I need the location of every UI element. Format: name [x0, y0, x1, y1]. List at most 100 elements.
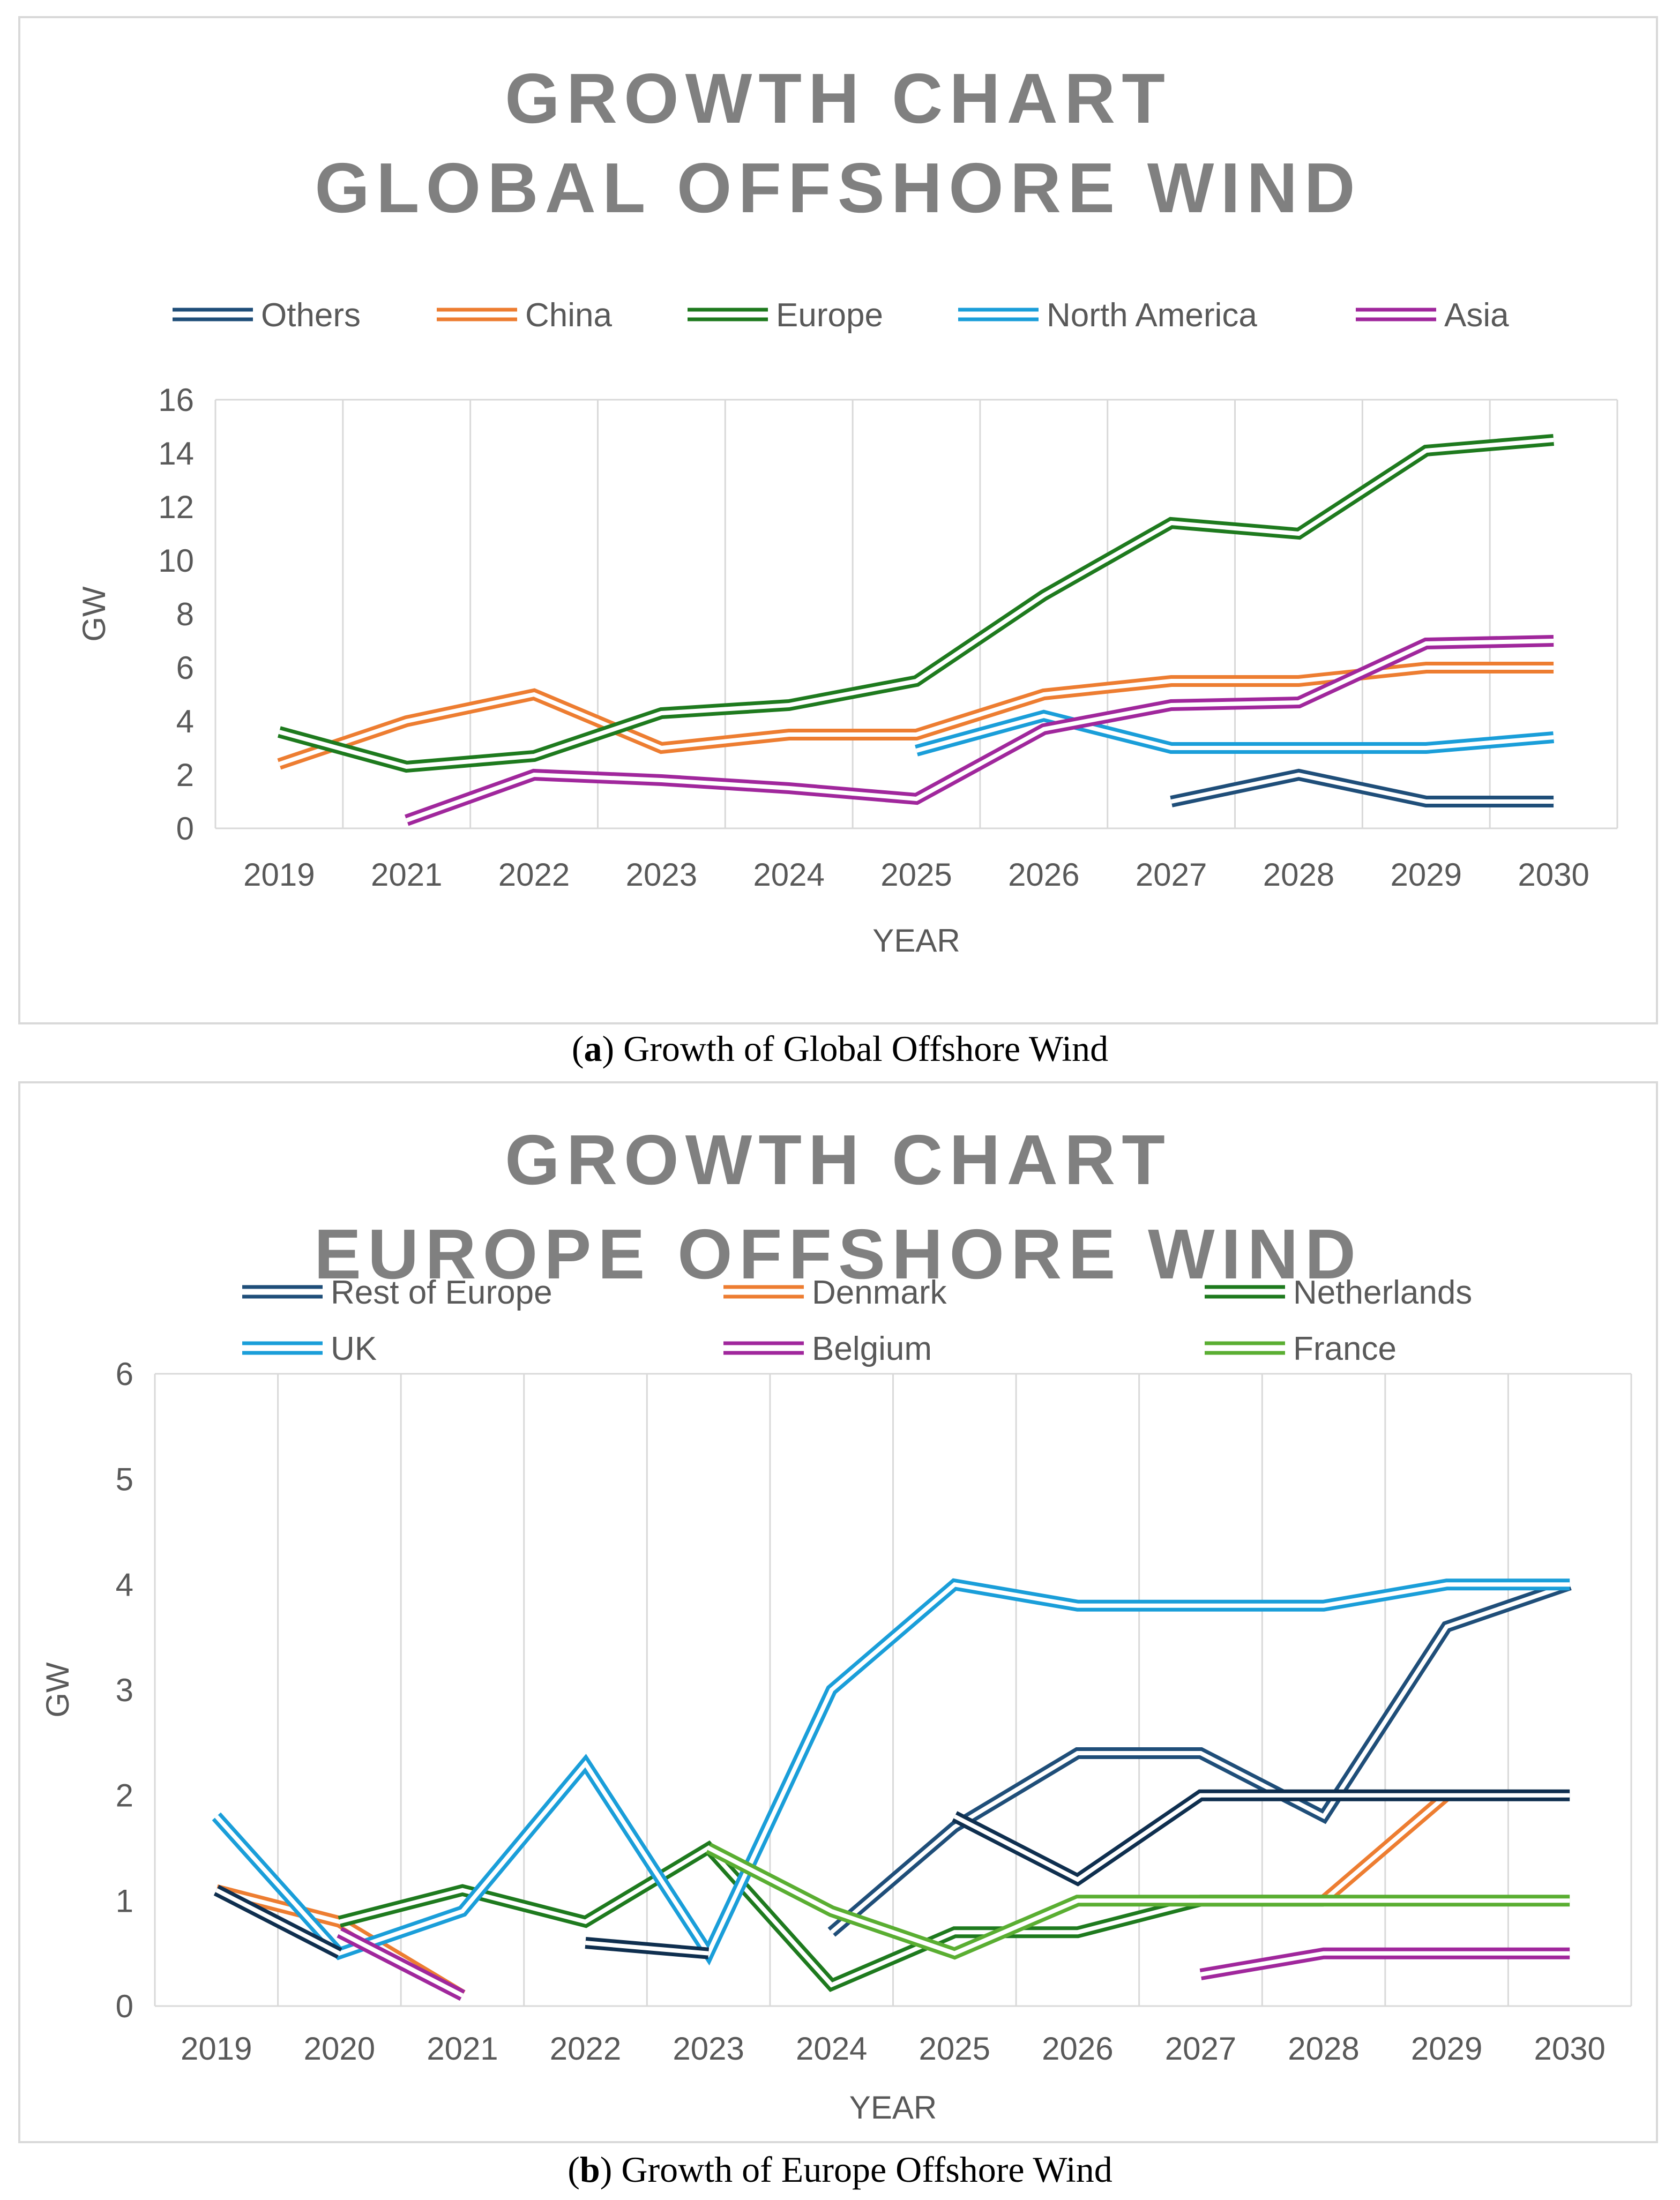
x-tick-label: 2021: [427, 2031, 498, 2067]
legend-label: Denmark: [812, 1274, 947, 1311]
chart-title-line-2: EUROPE OFFSHORE WIND: [314, 1215, 1362, 1293]
x-tick-label: 2022: [498, 857, 570, 893]
legend-item-uk: UK: [242, 1330, 377, 1367]
series-europe: [277, 434, 1555, 773]
legend-label: Belgium: [812, 1330, 932, 1367]
x-tick-label: 2030: [1518, 857, 1589, 893]
y-tick-label: 16: [158, 382, 194, 418]
x-tick-label: 2027: [1165, 2031, 1236, 2067]
chart-global-svg: GROWTH CHART GLOBAL OFFSHORE WIND Others Ch…: [76, 59, 1618, 959]
caption-europe-letter: b: [579, 2149, 600, 2190]
x-tick-label: 2020: [304, 2031, 375, 2067]
series-line-inner: [406, 639, 1554, 822]
y-tick-label: 5: [116, 1462, 133, 1498]
legend-label: Europe: [776, 297, 883, 334]
x-tick-label: 2024: [753, 857, 824, 893]
y-tick-label: 6: [176, 650, 194, 686]
series-netherlands: [338, 1840, 1324, 1992]
x-tick-label: 2024: [796, 2031, 867, 2067]
x-tick-label: 2026: [1042, 2031, 1113, 2067]
y-tick-label: 2: [116, 1778, 133, 1814]
legend-label: Others: [261, 297, 361, 334]
series-line-inner: [214, 1582, 1570, 1958]
legend-item-asia: Asia: [1356, 297, 1509, 334]
legend-label: UK: [331, 1330, 377, 1367]
y-tick-label: 6: [116, 1356, 133, 1392]
series-line-inner: [915, 713, 1554, 753]
series-line-inner: [339, 1845, 1324, 1988]
x-tick-label: 2029: [1391, 857, 1462, 893]
legend-label: Netherlands: [1293, 1274, 1472, 1311]
x-tick-label: 2021: [371, 857, 442, 893]
series-line-inner: [830, 1582, 1571, 1934]
y-tick-label: 1: [116, 1883, 133, 1919]
y-axis-label: GW: [76, 586, 112, 642]
y-axis-label: GW: [40, 1662, 76, 1718]
series-line-inner: [1200, 1951, 1570, 1977]
y-tick-label: 0: [176, 811, 194, 847]
series-rest-of-europe: [827, 1578, 1572, 1937]
series-line-inner: [585, 1941, 709, 1956]
legend-item-others: Others: [173, 297, 361, 334]
y-tick-label: 3: [116, 1672, 133, 1708]
chart-title-line-1: GROWTH CHART: [505, 1120, 1171, 1199]
chart-panel-global: GROWTH CHART GLOBAL OFFSHORE WIND Others Ch…: [18, 16, 1658, 1024]
legend-item-china: China: [437, 297, 613, 334]
x-tick-label: 2022: [550, 2031, 621, 2067]
legend-label: Asia: [1444, 297, 1509, 334]
legend-item-netherlands: Netherlands: [1205, 1274, 1472, 1311]
x-tick-label: 2030: [1534, 2031, 1605, 2067]
series-line-inner: [278, 438, 1554, 769]
series-others: [1170, 768, 1554, 807]
y-tick-label: 4: [176, 704, 194, 739]
legend-item-denmark: Denmark: [723, 1274, 947, 1311]
caption-global-letter: a: [584, 1028, 602, 1069]
legend-item-europe: Europe: [688, 297, 883, 334]
series-line-inner: [338, 1930, 464, 1997]
legend-label: China: [525, 297, 613, 334]
x-tick-label: 2028: [1263, 857, 1334, 893]
legend-item-north-america: North America: [958, 297, 1257, 334]
x-axis-label: YEAR: [849, 2090, 937, 2126]
chart-panel-europe: GROWTH CHART EUROPE OFFSHORE WIND Rest of …: [18, 1081, 1658, 2143]
series-line-inner: [707, 1846, 1570, 1956]
x-tick-label: 2023: [626, 857, 697, 893]
x-tick-label: 2027: [1136, 857, 1207, 893]
series-france: [706, 1843, 1570, 1960]
legend-item-belgium: Belgium: [723, 1330, 932, 1367]
legend-item-rest-of-europe: Rest of Europe: [242, 1274, 552, 1311]
y-tick-label: 8: [176, 596, 194, 632]
y-tick-label: 12: [158, 489, 194, 525]
series-uk: [212, 1578, 1570, 1966]
caption-europe: (b) Growth of Europe Offshore Wind: [568, 2149, 1112, 2190]
series-line-inner: [953, 1793, 1570, 1882]
legend-item-france: France: [1205, 1330, 1397, 1367]
series-line-inner: [1170, 772, 1554, 804]
x-tick-label: 2026: [1008, 857, 1079, 893]
x-tick-label: 2025: [919, 2031, 990, 2067]
legend-label: France: [1293, 1330, 1397, 1367]
series-line-inner: [215, 1888, 341, 1956]
x-tick-label: 2019: [243, 857, 315, 893]
caption-europe-text: Growth of Europe Offshore Wind: [621, 2149, 1112, 2190]
y-tick-label: 10: [158, 543, 194, 579]
x-tick-label: 2019: [181, 2031, 252, 2067]
x-tick-label: 2029: [1411, 2031, 1482, 2067]
caption-global: (a) Growth of Global Offshore Wind: [571, 1028, 1109, 1069]
x-axis-label: YEAR: [872, 923, 960, 959]
x-tick-label: 2023: [673, 2031, 744, 2067]
series-line-outer: [827, 1578, 1572, 1937]
chart-title-line-2: GLOBAL OFFSHORE WIND: [315, 148, 1362, 227]
legend-label: North America: [1047, 297, 1257, 334]
chart-title-line-1: GROWTH CHART: [505, 59, 1171, 138]
y-tick-label: 14: [158, 436, 194, 472]
caption-global-text: Growth of Global Offshore Wind: [623, 1028, 1109, 1069]
x-tick-label: 2025: [880, 857, 952, 893]
x-tick-label: 2028: [1288, 2031, 1359, 2067]
y-tick-label: 2: [176, 757, 194, 793]
y-tick-label: 4: [116, 1567, 133, 1603]
series-north-america: [915, 709, 1555, 757]
series-line-inner: [1322, 1793, 1448, 1903]
series-asia: [404, 635, 1554, 826]
